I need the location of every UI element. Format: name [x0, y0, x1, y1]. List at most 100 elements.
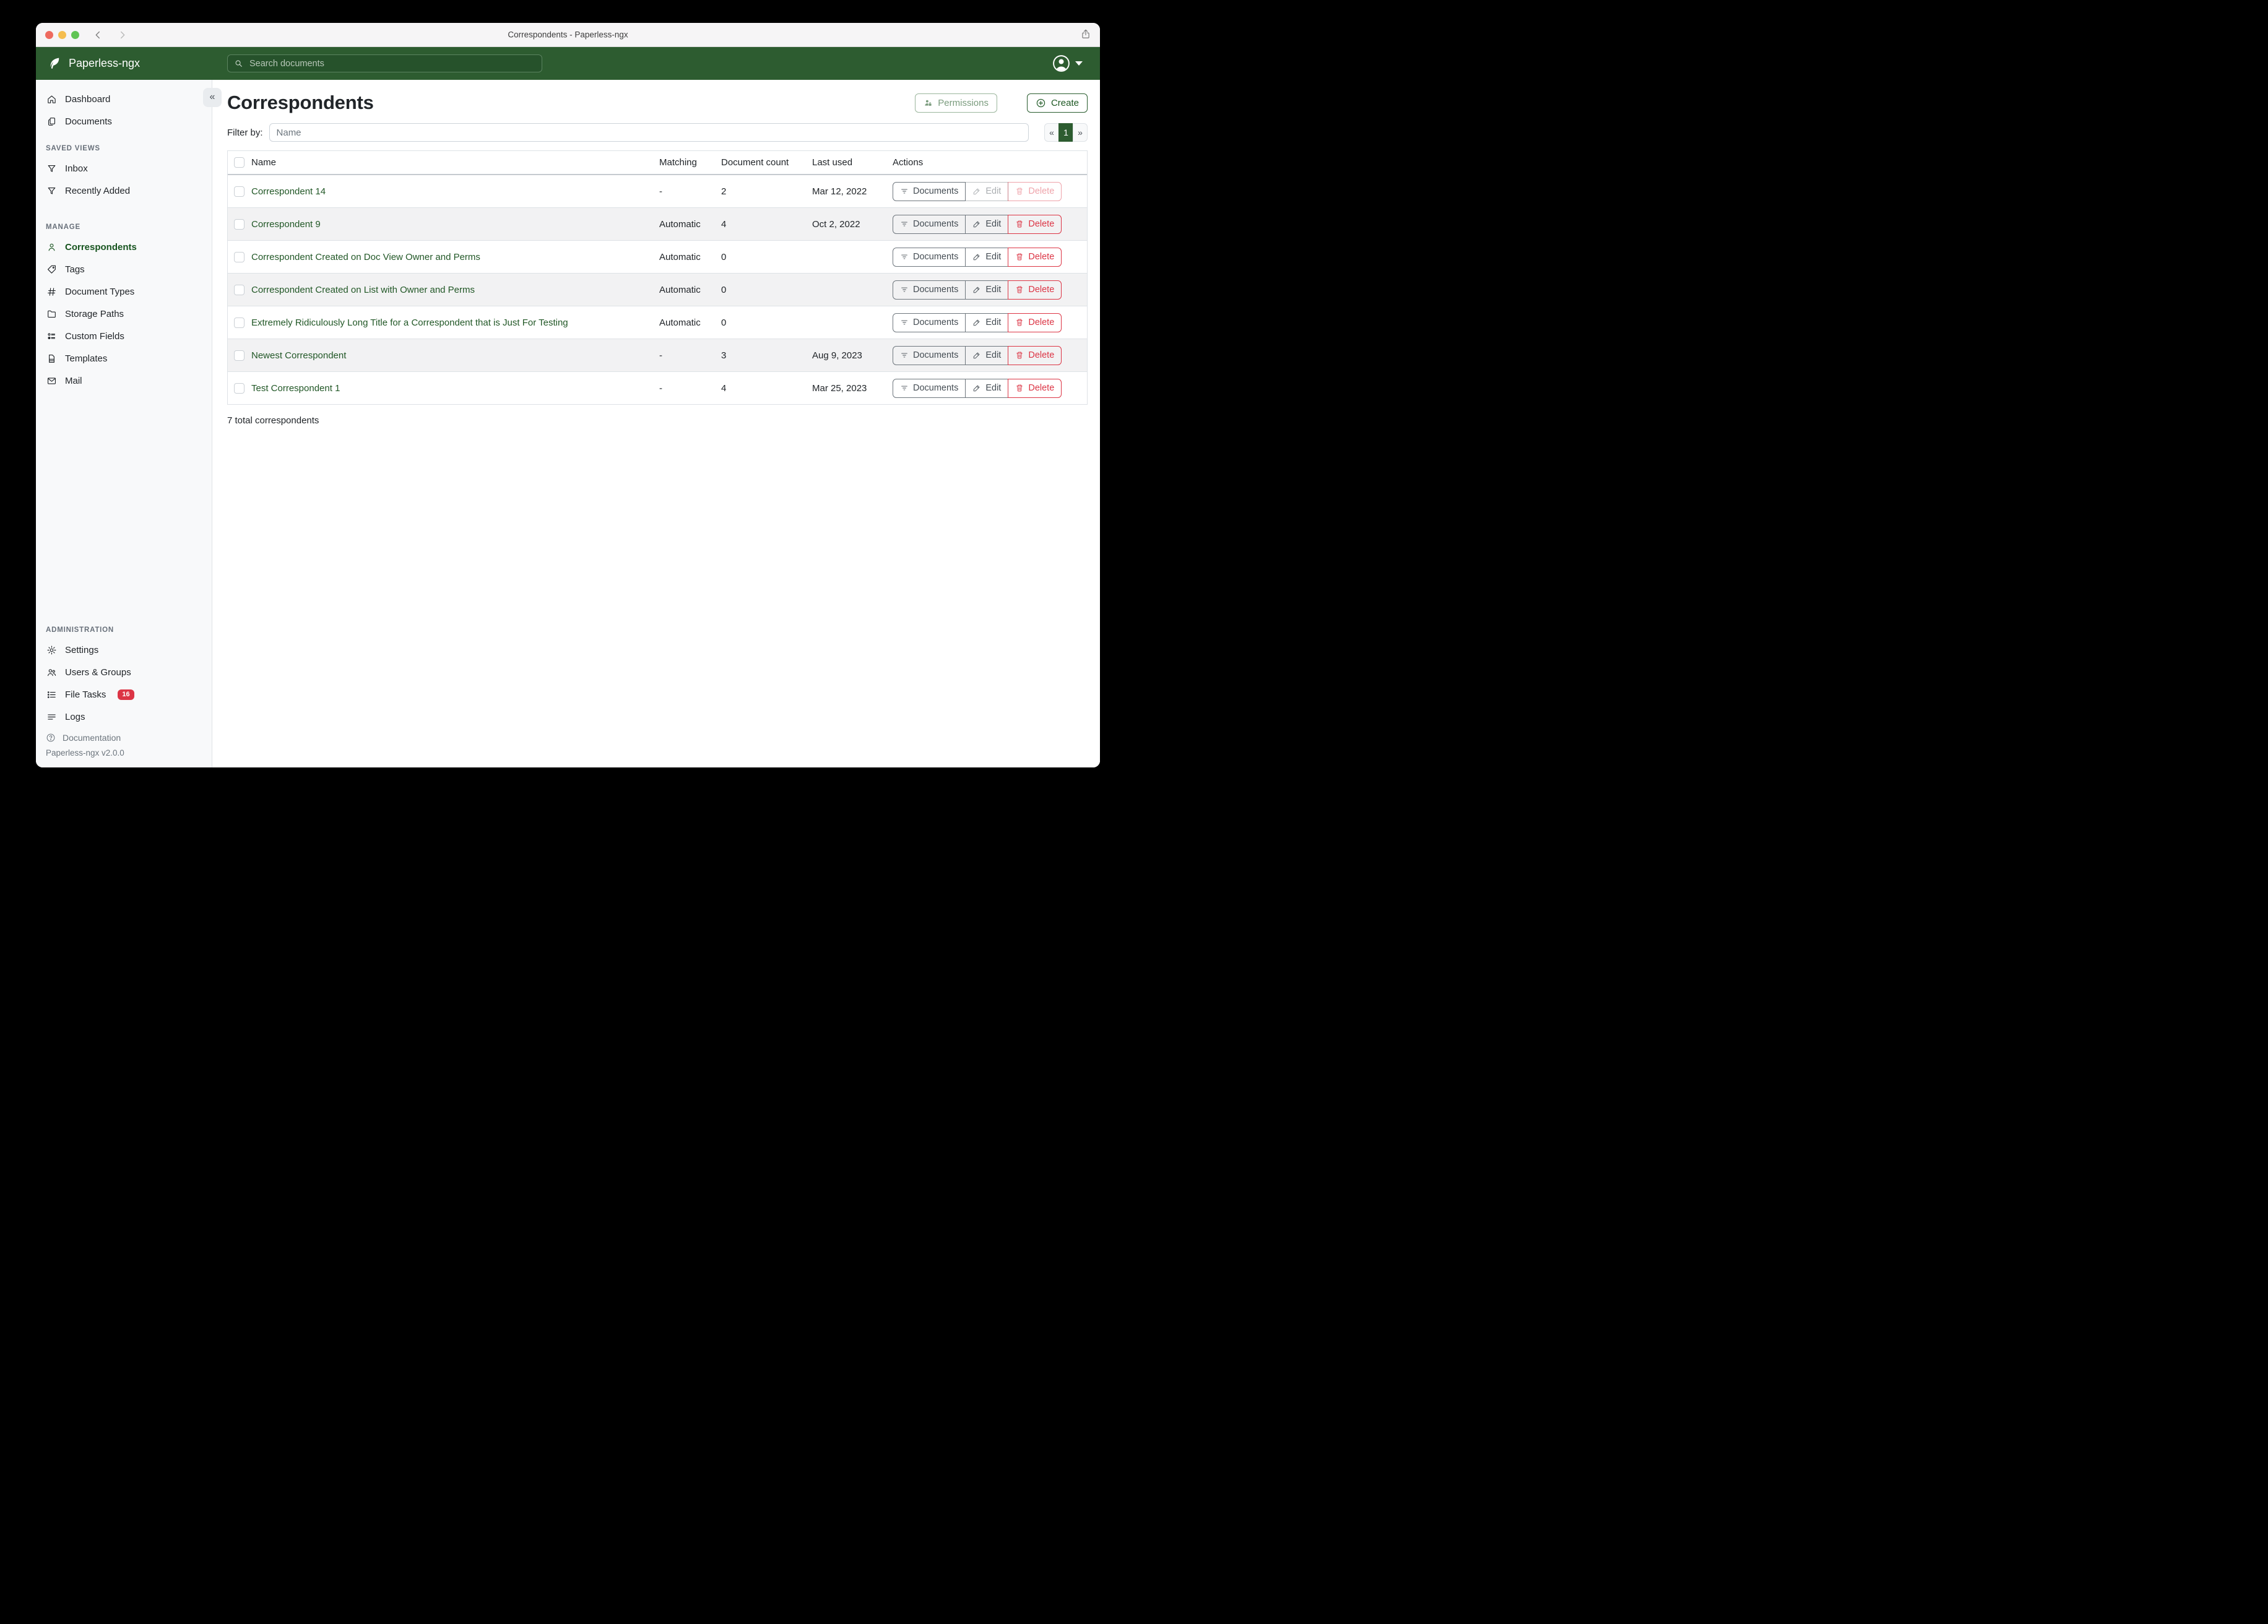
last-used-cell: Oct 2, 2022 [812, 218, 860, 230]
sidebar-item[interactable]: Users & Groups [36, 661, 212, 683]
documentation-link[interactable]: Documentation [36, 728, 212, 745]
row-checkbox[interactable] [233, 382, 245, 394]
search-input[interactable] [248, 58, 535, 69]
documents-button[interactable]: Documents [893, 378, 966, 398]
correspondent-name-link[interactable]: Extremely Ridiculously Long Title for a … [251, 317, 568, 328]
documents-button[interactable]: Documents [893, 313, 966, 332]
browser-forward-button[interactable] [117, 30, 128, 40]
titlebar: Correspondents - Paperless-ngx [36, 23, 1100, 47]
row-checkbox[interactable] [233, 350, 245, 361]
correspondent-name-link[interactable]: Correspondent 14 [251, 186, 326, 197]
sidebar-admin-nav: ADMINISTRATION Settings Users & Groups [36, 614, 212, 728]
filter-icon [900, 187, 909, 196]
row-checkbox[interactable] [233, 284, 245, 295]
delete-button[interactable]: Delete [1008, 280, 1062, 300]
window-controls [45, 30, 79, 39]
document-count-cell: 4 [721, 382, 727, 394]
zoom-button[interactable] [71, 30, 79, 39]
correspondent-name-link[interactable]: Correspondent 9 [251, 218, 321, 230]
sidebar-item[interactable]: File Tasks 16 [36, 683, 212, 706]
leaf-logo-icon [47, 56, 62, 71]
global-search [227, 54, 542, 72]
row-actions: Documents Edit Delete [893, 247, 1062, 267]
delete-button[interactable]: Delete [1008, 378, 1062, 398]
documents-button[interactable]: Documents [893, 247, 966, 267]
documents-button[interactable]: Documents [893, 181, 966, 201]
delete-button[interactable]: Delete [1008, 345, 1062, 365]
correspondent-name-link[interactable]: Newest Correspondent [251, 350, 347, 361]
documents-button[interactable]: Documents [893, 280, 966, 300]
sidebar-item[interactable]: Logs [36, 706, 212, 728]
pencil-icon [972, 318, 981, 327]
filter-icon [900, 351, 909, 360]
permissions-button[interactable]: Permissions [915, 93, 997, 113]
edit-button[interactable]: Edit [965, 345, 1009, 365]
delete-button[interactable]: Delete [1008, 214, 1062, 234]
matching-cell: Automatic [659, 284, 701, 295]
edit-button[interactable]: Edit [965, 181, 1009, 201]
edit-button[interactable]: Edit [965, 280, 1009, 300]
brand[interactable]: Paperless-ngx [47, 56, 227, 71]
sidebar-spacer [36, 392, 212, 614]
correspondent-name-link[interactable]: Correspondent Created on List with Owner… [251, 284, 475, 295]
last-used-cell: Mar 12, 2022 [812, 186, 867, 197]
edit-button[interactable]: Edit [965, 214, 1009, 234]
delete-button[interactable]: Delete [1008, 313, 1062, 332]
column-header-last-used: Last used [812, 157, 853, 168]
documents-button[interactable]: Documents [893, 214, 966, 234]
select-all-checkbox[interactable] [233, 157, 245, 168]
filter-name-input[interactable] [269, 123, 1029, 142]
app-navbar: Paperless-ngx [36, 47, 1100, 80]
page-title: Correspondents [227, 92, 374, 113]
sidebar-main-nav: Dashboard Documents SAVED VIEWS [36, 88, 212, 392]
filter-label: Filter by: [227, 127, 263, 138]
row-checkbox[interactable] [233, 186, 245, 197]
sidebar-item[interactable]: Recently Added [36, 179, 212, 202]
sidebar-item[interactable]: Correspondents [36, 236, 212, 258]
edit-button[interactable]: Edit [965, 378, 1009, 398]
edit-button[interactable]: Edit [965, 313, 1009, 332]
row-checkbox[interactable] [233, 218, 245, 230]
correspondents-table: Name Matching Document count Last used A… [227, 150, 1088, 405]
sidebar-item[interactable]: Tags [36, 258, 212, 280]
sidebar-item[interactable]: Document Types [36, 280, 212, 303]
browser-back-button[interactable] [93, 30, 103, 40]
column-header-name: Name [251, 157, 277, 168]
sidebar-item[interactable]: Storage Paths [36, 303, 212, 325]
brand-label: Paperless-ngx [69, 57, 141, 69]
user-menu[interactable] [1052, 54, 1083, 73]
sidebar-item[interactable]: Documents [36, 110, 212, 132]
matching-cell: Automatic [659, 251, 701, 262]
minimize-button[interactable] [58, 30, 66, 39]
sidebar-item[interactable]: Dashboard [36, 88, 212, 110]
delete-button[interactable]: Delete [1008, 247, 1062, 267]
row-actions: Documents Edit Delete [893, 378, 1062, 398]
pagination-prev-button[interactable]: « [1044, 123, 1059, 142]
sidebar-item[interactable]: Custom Fields [36, 325, 212, 347]
sidebar-collapse-button[interactable]: « [203, 88, 222, 107]
row-checkbox[interactable] [233, 251, 245, 262]
tasks-icon [46, 689, 57, 700]
document-count-cell: 3 [721, 350, 727, 361]
share-icon[interactable] [1080, 28, 1091, 41]
correspondent-name-link[interactable]: Correspondent Created on Doc View Owner … [251, 251, 480, 262]
documents-button[interactable]: Documents [893, 345, 966, 365]
sidebar-item[interactable]: Templates [36, 347, 212, 369]
sidebar-item[interactable]: Settings [36, 639, 212, 661]
close-button[interactable] [45, 30, 53, 39]
sidebar-item[interactable]: Mail [36, 369, 212, 392]
mail-icon [46, 376, 57, 386]
table-row: Correspondent 14 - 2 Mar 12, 2022 Docume… [228, 175, 1087, 207]
table-row: Correspondent 9 Automatic 4 Oct 2, 2022 … [228, 207, 1087, 240]
delete-button[interactable]: Delete [1008, 181, 1062, 201]
table-header-row: Name Matching Document count Last used A… [228, 151, 1087, 175]
row-actions: Documents Edit Delete [893, 214, 1062, 234]
gear-icon [46, 645, 57, 655]
pagination-next-button[interactable]: » [1073, 123, 1088, 142]
create-button[interactable]: Create [1026, 93, 1088, 113]
row-checkbox[interactable] [233, 317, 245, 328]
edit-button[interactable]: Edit [965, 247, 1009, 267]
pagination-page-1[interactable]: 1 [1058, 123, 1073, 142]
sidebar-item[interactable]: Inbox [36, 157, 212, 179]
correspondent-name-link[interactable]: Test Correspondent 1 [251, 382, 340, 394]
